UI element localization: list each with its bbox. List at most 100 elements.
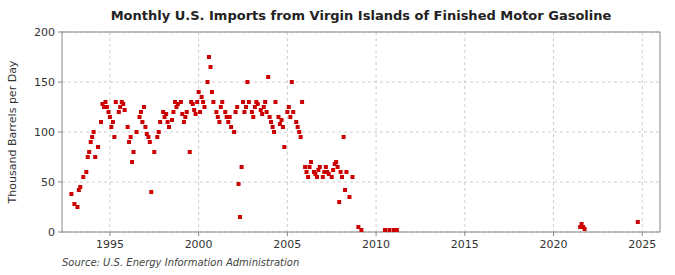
point bbox=[265, 110, 269, 114]
point bbox=[247, 100, 251, 104]
point bbox=[216, 115, 220, 119]
point bbox=[143, 125, 147, 129]
point bbox=[344, 170, 348, 174]
point bbox=[263, 100, 267, 104]
point bbox=[121, 102, 125, 106]
point bbox=[223, 110, 227, 114]
point bbox=[112, 135, 116, 139]
point bbox=[93, 155, 97, 159]
grid-line-x bbox=[198, 32, 199, 232]
point bbox=[285, 110, 289, 114]
point bbox=[318, 165, 322, 169]
point bbox=[92, 130, 96, 134]
point bbox=[135, 130, 139, 134]
point bbox=[148, 140, 152, 144]
point bbox=[130, 160, 134, 164]
point bbox=[282, 145, 286, 149]
point bbox=[291, 110, 295, 114]
point bbox=[350, 175, 354, 179]
point bbox=[90, 135, 94, 139]
point bbox=[241, 100, 245, 104]
point bbox=[167, 125, 171, 129]
chart: 0501001502001995200020052010201520202025… bbox=[0, 0, 675, 275]
point bbox=[250, 110, 254, 114]
point bbox=[340, 175, 344, 179]
point bbox=[140, 120, 144, 124]
point bbox=[171, 110, 175, 114]
x-tick-label: 2020 bbox=[540, 238, 568, 251]
y-axis-label: Thousand Barrels per Day bbox=[6, 60, 19, 204]
point bbox=[315, 175, 319, 179]
point bbox=[583, 227, 587, 231]
point bbox=[87, 150, 91, 154]
x-tick-label: 2010 bbox=[362, 238, 390, 251]
point bbox=[290, 80, 294, 84]
point bbox=[207, 55, 211, 59]
point bbox=[288, 115, 292, 119]
point bbox=[308, 165, 312, 169]
point bbox=[229, 125, 233, 129]
point bbox=[226, 120, 230, 124]
x-tick bbox=[198, 232, 199, 236]
point bbox=[105, 105, 109, 109]
point bbox=[297, 130, 301, 134]
y-tick-label: 200 bbox=[34, 26, 55, 39]
point bbox=[111, 120, 115, 124]
point bbox=[84, 170, 88, 174]
point bbox=[272, 130, 276, 134]
point bbox=[152, 150, 156, 154]
point bbox=[299, 135, 303, 139]
point bbox=[235, 105, 239, 109]
point bbox=[336, 165, 340, 169]
point bbox=[636, 220, 640, 224]
point bbox=[158, 120, 162, 124]
point bbox=[127, 140, 131, 144]
x-tick bbox=[376, 232, 377, 236]
point bbox=[309, 160, 313, 164]
point bbox=[157, 130, 161, 134]
y-tick-label: 100 bbox=[34, 126, 55, 139]
point bbox=[78, 185, 82, 189]
point bbox=[214, 110, 218, 114]
grid-line-x bbox=[376, 32, 377, 232]
point bbox=[256, 102, 260, 106]
grid-line-x bbox=[464, 32, 465, 232]
y-tick bbox=[58, 232, 62, 233]
y-tick-label: 0 bbox=[48, 226, 55, 239]
x-tick bbox=[109, 232, 110, 236]
point bbox=[269, 120, 273, 124]
point bbox=[387, 228, 391, 232]
grid bbox=[62, 32, 660, 232]
point bbox=[195, 100, 199, 104]
point bbox=[271, 125, 275, 129]
point bbox=[103, 100, 107, 104]
point bbox=[194, 112, 198, 116]
point bbox=[237, 182, 241, 186]
point bbox=[146, 135, 150, 139]
x-tick bbox=[287, 232, 288, 236]
point bbox=[334, 160, 338, 164]
point bbox=[296, 125, 300, 129]
point bbox=[339, 170, 343, 174]
point bbox=[240, 165, 244, 169]
point bbox=[170, 118, 174, 122]
point bbox=[142, 105, 146, 109]
point bbox=[192, 108, 196, 112]
point bbox=[321, 175, 325, 179]
x-tick-label: 1995 bbox=[96, 238, 124, 251]
point bbox=[294, 120, 298, 124]
y-tick bbox=[58, 82, 62, 83]
point bbox=[117, 110, 121, 114]
point bbox=[197, 90, 201, 94]
point bbox=[211, 100, 215, 104]
x-tick bbox=[642, 232, 643, 236]
point bbox=[347, 195, 351, 199]
point bbox=[132, 150, 136, 154]
point bbox=[155, 135, 159, 139]
y-tick-label: 50 bbox=[41, 176, 55, 189]
grid-line-x bbox=[642, 32, 643, 232]
point bbox=[280, 118, 284, 122]
point bbox=[129, 135, 133, 139]
point bbox=[262, 105, 266, 109]
x-tick-label: 2005 bbox=[273, 238, 301, 251]
